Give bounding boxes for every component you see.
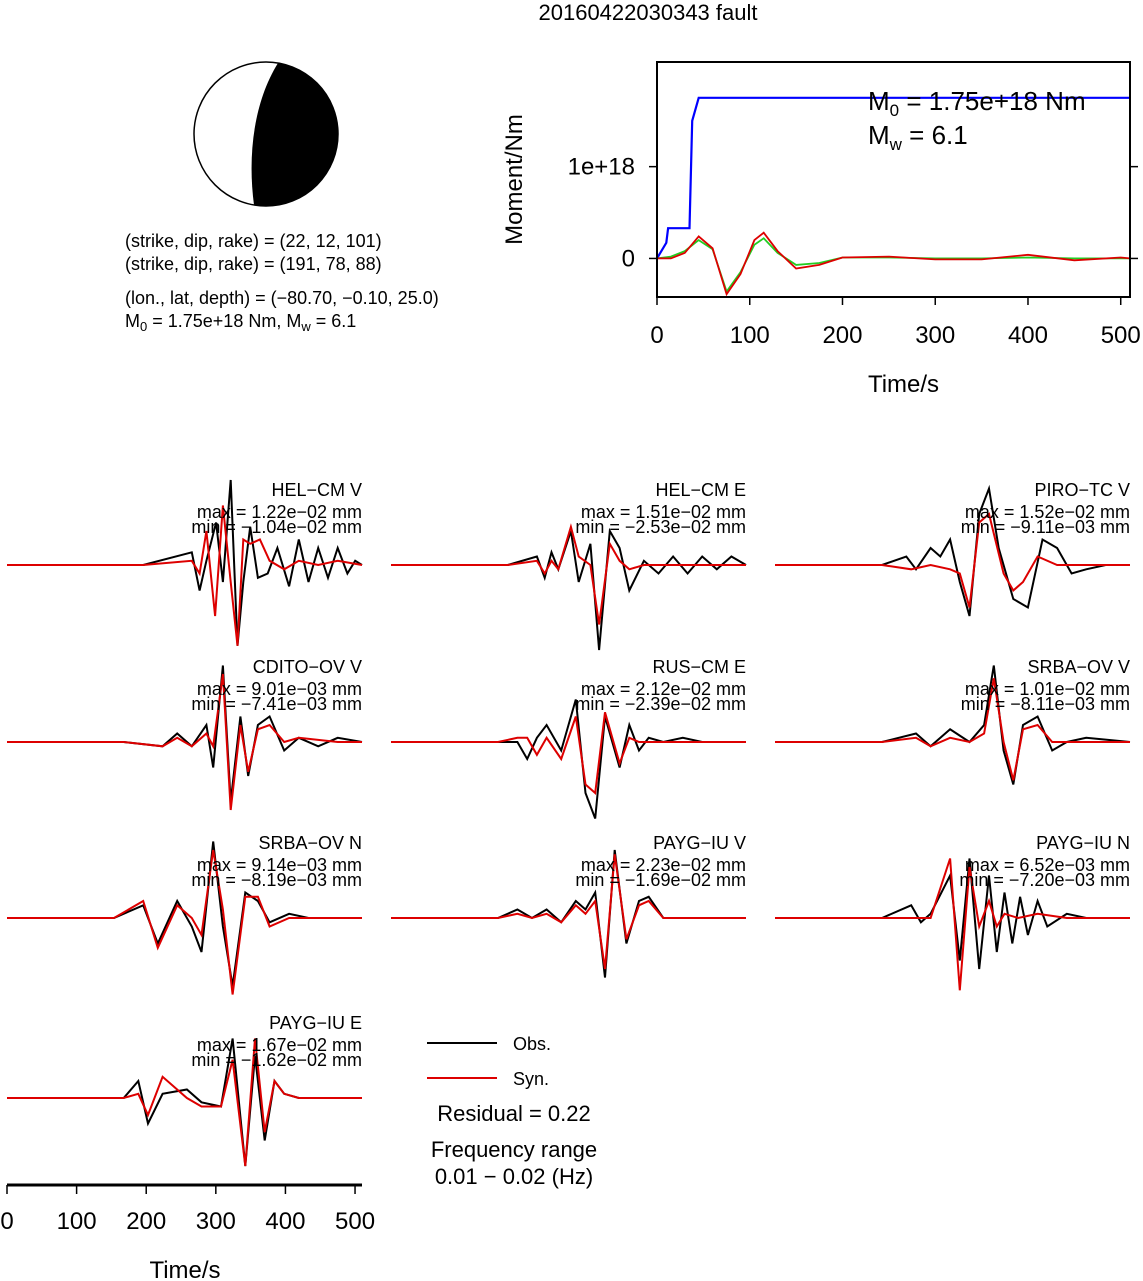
station-label: PAYG−IU V bbox=[653, 833, 746, 853]
station-min: min = −1.69e−02 mm bbox=[575, 870, 746, 890]
legend-obs-label: Obs. bbox=[513, 1034, 551, 1054]
station-min: min = −2.53e−02 mm bbox=[575, 517, 746, 537]
beachball-icon bbox=[193, 61, 339, 207]
station-max: max = 9.01e−03 mm bbox=[197, 679, 362, 699]
annotation-part: = 6.1 bbox=[902, 120, 968, 150]
location-text: (lon., lat, depth) = (−80.70, −0.10, 25.… bbox=[125, 288, 439, 308]
residual-text: Residual = 0.22 bbox=[437, 1101, 591, 1126]
annotation-part: 0 bbox=[890, 101, 899, 120]
station-label: PAYG−IU E bbox=[269, 1013, 362, 1033]
station-max: max = 1.01e−02 mm bbox=[965, 679, 1130, 699]
station-max: max = 2.23e−02 mm bbox=[581, 855, 746, 875]
station-max: max = 2.12e−02 mm bbox=[581, 679, 746, 699]
focal-mechanism-info: (strike, dip, rake) = (22, 12, 101) (str… bbox=[125, 231, 439, 334]
synthetic-trace bbox=[7, 673, 362, 811]
synthetic-trace bbox=[391, 854, 746, 970]
moment-y-axis-label: Moment/Nm bbox=[501, 114, 528, 245]
moment-y-tick-label: 1e+18 bbox=[568, 154, 635, 181]
synthetic-trace bbox=[775, 678, 1130, 781]
moment-x-tick-label: 300 bbox=[915, 322, 955, 349]
annotation-part: M bbox=[868, 86, 890, 116]
station-max: max = 1.51e−02 mm bbox=[581, 502, 746, 522]
annotation-part: M bbox=[868, 120, 890, 150]
waveform-x-tick-label: 400 bbox=[265, 1208, 305, 1235]
synthetic-trace bbox=[391, 712, 746, 795]
moment-y-tick-label: 0 bbox=[622, 245, 635, 272]
plane1-text: (strike, dip, rake) = (22, 12, 101) bbox=[125, 231, 382, 251]
synthetic-trace bbox=[775, 512, 1130, 608]
waveform-x-tick-label: 100 bbox=[57, 1208, 97, 1235]
synthetic-trace bbox=[391, 523, 746, 625]
station-label: RUS−CM E bbox=[652, 657, 746, 677]
annotation-part: w bbox=[889, 135, 903, 154]
frequency-range-value: 0.01 − 0.02 (Hz) bbox=[435, 1164, 593, 1189]
station-min: min = −7.20e−03 mm bbox=[959, 870, 1130, 890]
observed-trace bbox=[391, 849, 746, 978]
moment-x-axis-label: Time/s bbox=[868, 371, 939, 398]
moment-chart: 0 100 200 300 400 500 0 1e+18 Time/s Moment/Nm M0 … bbox=[501, 61, 1141, 398]
station-label: PAYG−IU N bbox=[1036, 833, 1130, 853]
station-label: SRBA−OV N bbox=[258, 833, 362, 853]
synthetic-trace bbox=[7, 849, 362, 995]
moment-x-tick-label: 500 bbox=[1101, 322, 1141, 349]
moment-x-tick-label: 200 bbox=[822, 322, 862, 349]
station-label: PIRO−TC V bbox=[1034, 480, 1130, 500]
moment-x-tick-label: 0 bbox=[650, 322, 663, 349]
station-min: min = −7.41e−03 mm bbox=[191, 694, 362, 714]
annotation-part: = 1.75e+18 Nm bbox=[899, 86, 1085, 116]
waveform-x-tick-label: 500 bbox=[335, 1208, 375, 1235]
waveform-x-tick-label: 0 bbox=[0, 1208, 13, 1235]
waveform-x-axis-label: Time/s bbox=[149, 1257, 220, 1281]
station-label: CDITO−OV V bbox=[253, 657, 362, 677]
station-label: SRBA−OV V bbox=[1027, 657, 1130, 677]
waveform-x-tick-label: 200 bbox=[126, 1208, 166, 1235]
synthetic-trace bbox=[7, 505, 363, 646]
moment-series-line bbox=[656, 237, 1130, 294]
station-label: HEL−CM E bbox=[655, 480, 746, 500]
figure-title: 20160422030343 fault bbox=[539, 0, 758, 25]
station-min: min = −8.19e−03 mm bbox=[191, 870, 362, 890]
moment-annotation-mw: Mw = 6.1 bbox=[868, 120, 968, 154]
waveform-x-tick-label: 300 bbox=[196, 1208, 236, 1235]
moment-series-line bbox=[656, 96, 1130, 259]
station-min: min = −1.04e−02 mm bbox=[191, 517, 362, 537]
station-max: max = 1.22e−02 mm bbox=[197, 502, 362, 522]
observed-trace bbox=[391, 699, 746, 819]
observed-trace bbox=[391, 527, 747, 651]
station-min: min = −1.62e−02 mm bbox=[191, 1050, 362, 1070]
moment-text: M0 = 1.75e+18 Nm, Mw = 6.1 bbox=[125, 311, 356, 334]
station-min: min = −8.11e−03 mm bbox=[961, 694, 1130, 714]
moment-plot-frame bbox=[656, 61, 1131, 298]
moment-series-line bbox=[657, 231, 1131, 297]
station-max: max = 9.14e−03 mm bbox=[197, 855, 362, 875]
station-max: max = 6.52e−03 mm bbox=[965, 855, 1130, 875]
moment-annotation-m0: M0 = 1.75e+18 Nm bbox=[868, 86, 1086, 120]
station-label: HEL−CM V bbox=[271, 480, 362, 500]
station-min: min = −9.11e−03 mm bbox=[961, 517, 1130, 537]
legend-syn-label: Syn. bbox=[513, 1069, 549, 1089]
synthetic-trace bbox=[775, 858, 1130, 991]
station-max: max = 1.52e−02 mm bbox=[965, 502, 1130, 522]
observed-trace bbox=[775, 484, 1130, 617]
plane2-text: (strike, dip, rake) = (191, 78, 88) bbox=[125, 254, 382, 274]
moment-x-tick-label: 400 bbox=[1008, 322, 1048, 349]
synthetic-trace bbox=[7, 1038, 362, 1167]
frequency-range-label: Frequency range bbox=[431, 1137, 597, 1162]
moment-x-tick-label: 100 bbox=[730, 322, 770, 349]
observed-trace bbox=[7, 479, 363, 646]
station-max: max = 1.67e−02 mm bbox=[197, 1035, 362, 1055]
station-min: min = −2.39e−02 mm bbox=[575, 694, 746, 714]
